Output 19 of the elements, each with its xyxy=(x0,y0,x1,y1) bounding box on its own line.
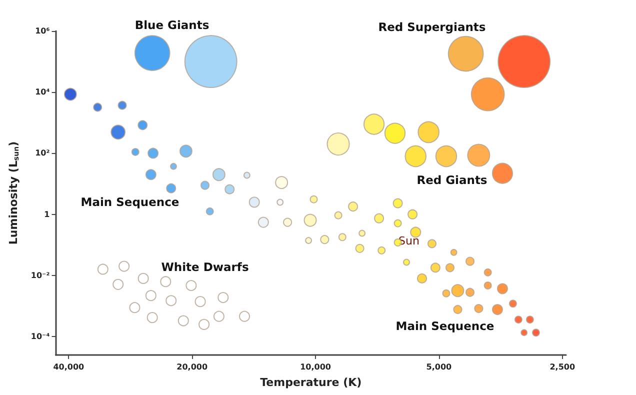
y-tick-label: 10⁴ xyxy=(35,88,50,97)
x-tick-label: 20,000 xyxy=(176,362,208,372)
y-tick-label: 1 xyxy=(44,210,50,219)
x-tick-label: 5,000 xyxy=(426,362,452,372)
y-tick-label: 10² xyxy=(35,148,50,158)
annotation: Red Giants xyxy=(416,173,488,187)
x-tick-label: 40,000 xyxy=(53,362,85,372)
x-tick-label: 2,500 xyxy=(550,362,576,372)
annotation: Main Sequence xyxy=(80,195,180,209)
annotation: Main Sequence xyxy=(396,319,494,333)
y-tick-label: 10⁶ xyxy=(35,26,50,36)
annotation: Sun xyxy=(398,234,420,248)
annotation: Blue Giants xyxy=(134,18,210,32)
y-tick-label: 10⁻⁴ xyxy=(30,332,50,342)
y-tick-label: 10⁻² xyxy=(30,270,50,280)
annotation: Red Supergiants xyxy=(378,20,486,34)
annotation: White Dwarfs xyxy=(161,260,249,274)
x-tick-label: 10,000 xyxy=(300,362,332,372)
x-axis-title: Temperature (K) xyxy=(260,376,362,389)
